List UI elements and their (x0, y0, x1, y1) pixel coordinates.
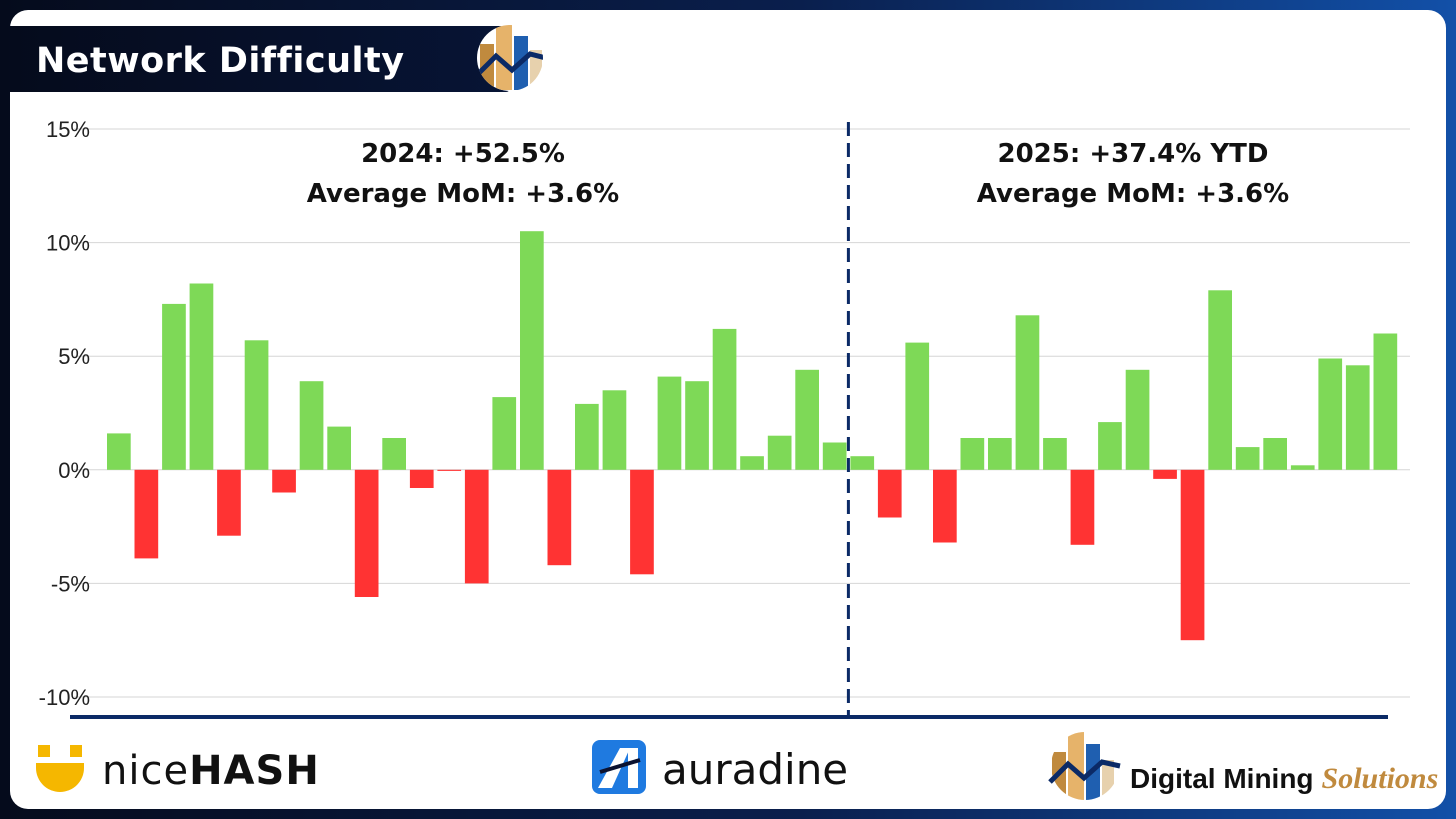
annotation-line2: Average MoM: +3.6% (977, 179, 1289, 209)
dms-text-main: Digital Mining (1130, 763, 1314, 794)
bar (905, 342, 930, 470)
bar (602, 390, 627, 470)
bar (520, 231, 544, 470)
bar (437, 469, 462, 471)
bar (1290, 465, 1315, 470)
bar (1208, 290, 1232, 470)
bar (1180, 469, 1205, 641)
bar (107, 433, 131, 470)
bar (1345, 365, 1370, 470)
dms-badge-icon (477, 25, 543, 91)
y-tick-label: 10% (46, 231, 90, 256)
bar (960, 438, 985, 470)
nicehash-logo: niceHASH (36, 745, 320, 794)
title-bar: Network Difficulty (10, 26, 510, 92)
bar (630, 469, 654, 575)
bar (492, 397, 517, 470)
bar (1098, 422, 1122, 470)
bar (685, 381, 709, 470)
auradine-icon (592, 740, 646, 794)
annotation-line1: 2024: +52.5% (361, 139, 565, 169)
bar (217, 469, 241, 536)
y-tick-label: 15% (46, 117, 90, 142)
bar (1070, 469, 1095, 545)
annotation-line2: Average MoM: +3.6% (307, 179, 619, 209)
bar (1153, 469, 1177, 479)
svg-text:niceHASH: niceHASH (102, 748, 320, 794)
nicehash-text-bold: HASH (189, 748, 320, 794)
annotation-line1: 2025: +37.4% YTD (998, 139, 1269, 169)
bar (740, 456, 764, 470)
bar (657, 376, 682, 470)
bar (244, 340, 269, 470)
dms-text-accent: Solutions (1322, 762, 1439, 795)
bar (547, 469, 572, 566)
bar (850, 456, 875, 470)
dms-icon (1048, 732, 1121, 800)
bar (162, 303, 186, 470)
bar (382, 438, 406, 470)
bar (327, 426, 351, 470)
auradine-logo: auradine (592, 740, 848, 794)
bar (1373, 333, 1398, 470)
nicehash-text-light: nice (102, 748, 189, 794)
bar (189, 283, 214, 470)
bar (354, 469, 379, 597)
nicehash-icon (36, 745, 84, 792)
dms-logo: Digital Mining Solutions (1048, 732, 1438, 800)
bar (988, 438, 1012, 470)
bar (877, 469, 902, 518)
bar (1263, 438, 1287, 470)
bar (134, 469, 159, 559)
bar (299, 381, 324, 470)
y-tick-label: 5% (58, 344, 90, 369)
bar (822, 442, 847, 470)
bar (575, 403, 599, 470)
bar (464, 469, 489, 584)
bar (409, 469, 434, 488)
bar (933, 469, 957, 543)
bar (767, 435, 792, 470)
bar (795, 369, 819, 470)
bar (1318, 358, 1343, 470)
bar (1015, 315, 1040, 470)
bar (712, 328, 737, 470)
auradine-text: auradine (662, 745, 848, 794)
y-tick-label: -10% (39, 685, 90, 710)
bar (1125, 369, 1150, 470)
y-tick-label: -5% (51, 571, 90, 596)
bar (1043, 438, 1067, 470)
y-tick-label: 0% (58, 458, 90, 483)
page-title: Network Difficulty (36, 41, 405, 81)
bar (1235, 447, 1260, 470)
bar (272, 469, 296, 493)
